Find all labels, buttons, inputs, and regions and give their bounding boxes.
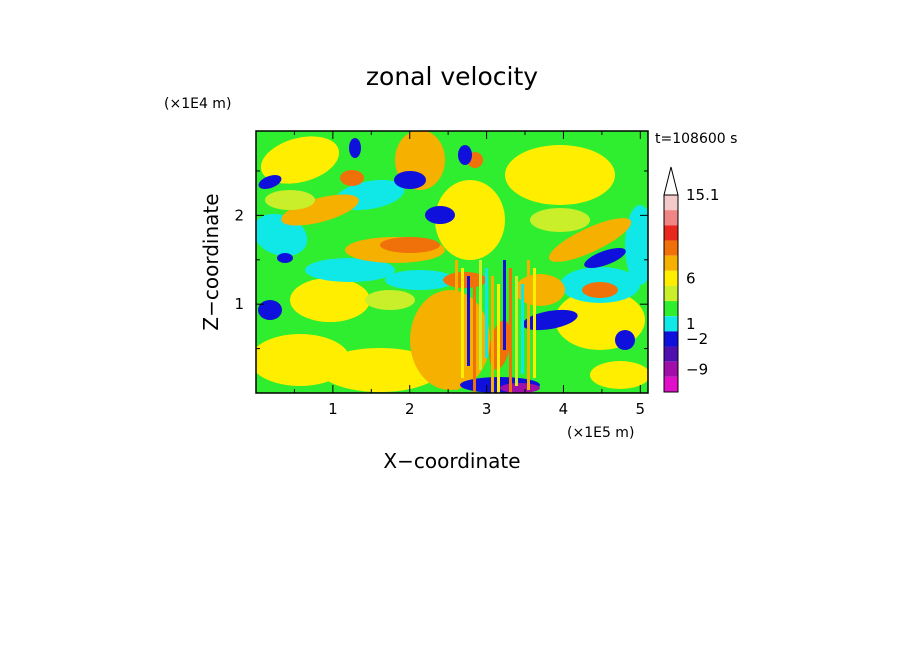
y-tick-label: 2	[234, 206, 244, 224]
field-region-17	[281, 194, 359, 226]
field-streak-2	[467, 276, 470, 366]
field-streak-9	[509, 268, 512, 393]
x-axis-label: X−coordinate	[383, 449, 520, 473]
colorbar-segment	[664, 240, 678, 256]
colorbar-segment	[664, 195, 678, 211]
colorbar-label: −2	[686, 330, 708, 348]
colorbar	[663, 166, 679, 393]
field-region-13	[385, 270, 455, 290]
x-tick-label: 1	[328, 400, 338, 418]
colorbar-segment	[664, 285, 678, 302]
field-region-30	[258, 300, 282, 320]
field-region-1	[320, 348, 440, 392]
colorbar-segment	[664, 376, 678, 392]
field-region-28	[584, 248, 626, 268]
x-scale-label: (×1E5 m)	[567, 425, 634, 441]
field-region-34	[258, 175, 282, 189]
colorbar-segment	[664, 301, 678, 317]
colorbar-segment	[664, 255, 678, 271]
colorbar-label: 1	[686, 315, 696, 333]
field-region-14	[625, 205, 648, 285]
field-region-26	[394, 171, 426, 189]
field-region-5	[260, 136, 340, 184]
field-streak-0	[455, 260, 458, 390]
colorbar-label: −9	[686, 360, 708, 378]
plot-frame	[255, 130, 649, 394]
field-region-35	[615, 330, 635, 350]
colorbar-segment	[664, 210, 678, 226]
field-region-40	[265, 190, 315, 210]
velocity-field	[256, 131, 648, 393]
y-axis-ticks: 12	[234, 170, 648, 350]
field-streak-5	[485, 268, 488, 358]
colorbar-segment	[664, 270, 678, 286]
colorbar-label: 6	[686, 269, 696, 287]
field-region-4	[590, 361, 648, 389]
field-region-33	[277, 253, 293, 263]
field-region-10	[305, 258, 395, 282]
x-tick-label: 4	[559, 400, 569, 418]
x-axis-ticks: 1 2 3 4 5	[293, 131, 646, 418]
field-streak-7	[497, 284, 500, 393]
colorbar-extend-arrow	[663, 166, 679, 196]
colorbar-frame	[663, 194, 679, 393]
colorbar-segment	[664, 316, 678, 332]
field-streak-12	[527, 260, 530, 390]
field-region-21	[340, 170, 364, 186]
colorbar-labels: 15.1 6 1−2 −9	[686, 186, 719, 378]
field-streak-11	[521, 284, 524, 374]
field-region-6	[505, 145, 615, 205]
time-label: t=108600 s	[655, 131, 737, 147]
field-region-2	[410, 290, 490, 390]
field-region-37	[500, 383, 540, 393]
field-streak-13	[533, 268, 536, 378]
x-tick-label: 3	[482, 400, 492, 418]
field-region-7	[435, 180, 505, 260]
field-streak-3	[473, 284, 476, 393]
field-region-20	[380, 237, 440, 253]
y-scale-label: (×1E4 m)	[164, 96, 231, 112]
x-tick-label: 2	[405, 400, 415, 418]
field-streak-8	[503, 260, 506, 350]
field-region-8	[290, 278, 370, 322]
field-streak-6	[491, 276, 494, 393]
colorbar-label: 15.1	[686, 186, 719, 204]
field-streak-4	[479, 260, 482, 370]
field-region-36	[458, 145, 472, 165]
chart-title: zonal velocity	[366, 62, 538, 91]
field-region-38	[365, 290, 415, 310]
x-tick-label: 5	[636, 400, 646, 418]
colorbar-segment	[664, 225, 678, 241]
y-tick-label: 1	[234, 295, 244, 313]
field-region-29	[522, 309, 578, 331]
field-streak-1	[461, 268, 464, 378]
field-region-22	[582, 282, 618, 298]
y-axis-label: Z−coordinate	[199, 193, 223, 330]
field-region-39	[530, 208, 590, 232]
colorbar-segment	[664, 331, 678, 347]
colorbar-segment	[664, 361, 678, 377]
colorbar-segment	[664, 346, 678, 362]
field-streak-10	[515, 276, 518, 386]
field-region-27	[349, 138, 361, 158]
field-region-31	[425, 206, 455, 224]
field-region-16	[548, 218, 632, 262]
